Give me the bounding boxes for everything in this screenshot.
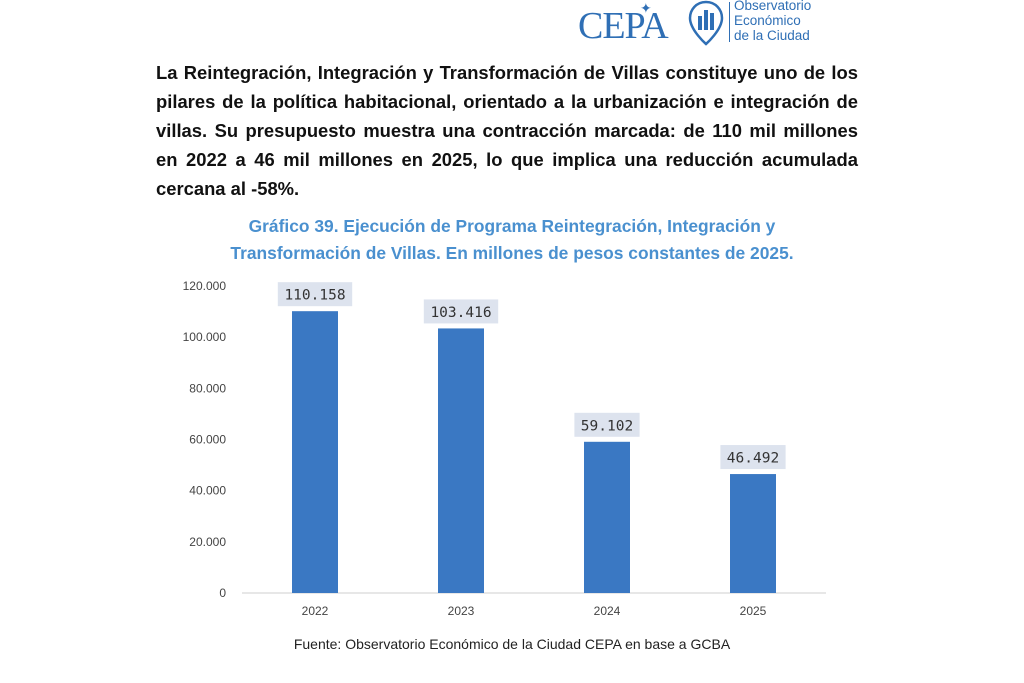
y-tick-label: 120.000 <box>183 279 227 293</box>
x-tick-label: 2024 <box>594 604 621 618</box>
y-tick-label: 100.000 <box>183 330 227 344</box>
chart-title: Gráfico 39. Ejecución de Programa Reinte… <box>160 213 864 267</box>
observatorio-line-2: Económico <box>734 13 801 28</box>
data-label-box <box>574 412 640 437</box>
observatorio-map-pin-icon <box>688 0 724 46</box>
bar-2025 <box>730 474 776 593</box>
x-tick-label: 2022 <box>302 604 329 618</box>
y-tick-label: 40.000 <box>189 484 226 498</box>
data-label: 110.158 <box>284 288 345 304</box>
data-label: 59.102 <box>581 418 633 434</box>
data-label-box <box>277 282 353 307</box>
x-tick-label: 2023 <box>448 604 475 618</box>
cepa-logo-mark: ✦ <box>640 0 652 16</box>
observatorio-line-3: de la Ciudad <box>734 28 810 43</box>
intro-paragraph: La Reintegración, Integración y Transfor… <box>156 62 858 199</box>
y-tick-label: 80.000 <box>189 381 226 395</box>
bar-2023 <box>438 328 484 593</box>
observatorio-logo-text: Observatorio Económico de la Ciudad <box>734 0 811 43</box>
chart-title-line-1: Gráfico 39. Ejecución de Programa Reinte… <box>248 216 776 236</box>
x-tick-label: 2025 <box>740 604 767 618</box>
y-tick-label: 60.000 <box>189 433 226 447</box>
bar-2024 <box>584 441 630 593</box>
data-label: 103.416 <box>430 305 491 321</box>
bar-2022 <box>292 311 338 593</box>
data-label: 46.492 <box>727 451 779 467</box>
header-logos: CEPA ✦ Observatorio Económico de la Ciud… <box>578 0 838 50</box>
y-tick-label: 0 <box>219 586 226 600</box>
logo-divider <box>729 2 730 42</box>
data-label-box <box>720 445 786 470</box>
y-tick-label: 20.000 <box>189 535 226 549</box>
bar-chart: 0 20.000 40.000 60.000 80.000 100.000 120.000 1… <box>183 279 826 618</box>
chart-title-line-2: Transformación de Villas. En millones de… <box>230 243 794 263</box>
cepa-logo: CEPA <box>578 5 669 47</box>
data-label-box <box>423 299 499 324</box>
observatorio-logo: Observatorio Económico de la Ciudad <box>688 0 838 48</box>
chart-source: Fuente: Observatorio Económico de la Ciu… <box>293 636 731 652</box>
observatorio-line-1: Observatorio <box>734 0 812 13</box>
